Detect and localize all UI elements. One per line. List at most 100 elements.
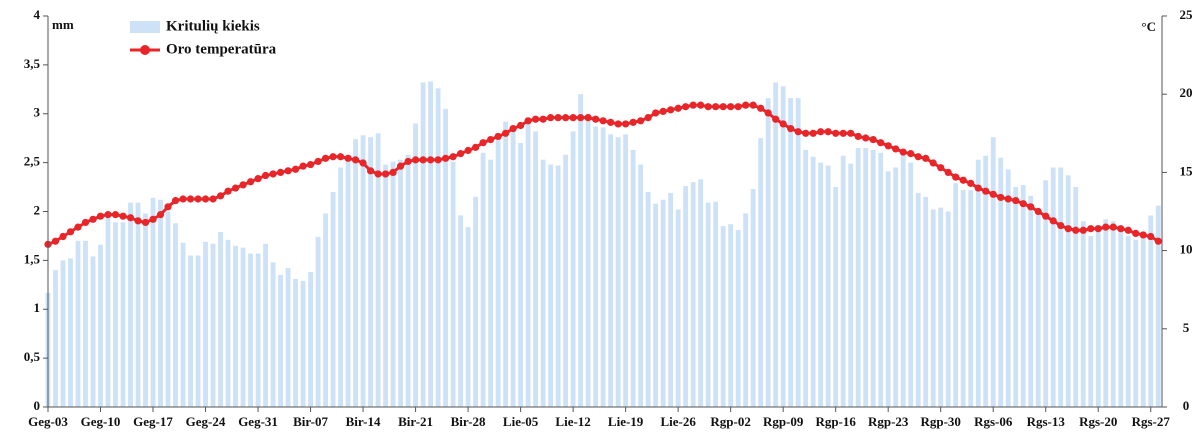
bar [683, 186, 689, 407]
bar [383, 164, 388, 407]
line-marker [629, 118, 637, 126]
line-marker [1057, 221, 1065, 230]
bar [510, 128, 516, 407]
bar [780, 86, 786, 407]
bar [173, 223, 178, 407]
line-marker [682, 103, 690, 111]
line-marker [111, 211, 120, 219]
line-marker [1109, 223, 1117, 231]
bar [1035, 207, 1041, 407]
line-marker [929, 159, 937, 167]
bar [690, 182, 696, 407]
bar [675, 209, 681, 407]
bar [345, 154, 351, 407]
line-marker [321, 154, 330, 162]
line-marker [824, 128, 832, 136]
bar [1013, 187, 1019, 407]
bar [83, 240, 88, 407]
bar [98, 244, 103, 407]
bar [248, 253, 253, 407]
bar [720, 226, 726, 407]
x-tick-label: Rgp-09 [763, 414, 804, 429]
bar [608, 134, 614, 407]
bar [698, 179, 704, 407]
bar [825, 165, 831, 407]
line-marker [291, 165, 300, 173]
line-marker [1124, 226, 1132, 234]
bar [353, 139, 358, 408]
line-marker [336, 153, 345, 161]
line-marker [517, 121, 525, 130]
line-marker [261, 171, 270, 180]
line-marker [922, 154, 930, 162]
x-tick-label: Geg-03 [28, 414, 68, 429]
bar [1073, 187, 1079, 407]
y2-tick-label: 0 [1183, 398, 1190, 413]
line-marker [644, 114, 652, 122]
bar [743, 213, 749, 407]
line-marker [224, 187, 232, 195]
line-marker [989, 190, 997, 198]
line-marker [584, 114, 592, 122]
line-marker [899, 148, 907, 156]
line-marker [314, 157, 322, 166]
line-marker [622, 120, 630, 128]
line-marker [306, 160, 315, 169]
bar [443, 108, 448, 408]
line-marker [862, 134, 870, 142]
line-marker [239, 181, 247, 189]
line-marker [471, 143, 480, 151]
bar [765, 98, 771, 408]
line-marker [907, 150, 915, 158]
bar [1110, 221, 1116, 407]
line-marker [104, 211, 112, 219]
bar [465, 227, 471, 407]
line-marker [554, 114, 562, 122]
line-marker [884, 142, 892, 150]
line-marker [381, 170, 390, 178]
line-marker [449, 153, 457, 161]
bar [795, 98, 801, 408]
bar [60, 260, 66, 407]
bar [203, 241, 208, 407]
bar [975, 159, 981, 407]
bar [1140, 234, 1146, 407]
bar [113, 222, 118, 407]
x-tick-label: Bir-28 [451, 414, 486, 429]
line-marker [577, 114, 585, 122]
line-marker [81, 218, 90, 227]
x-tick-label: Geg-31 [238, 414, 278, 429]
x-tick-label: Rgs-27 [1132, 414, 1171, 429]
line-marker [1154, 237, 1162, 245]
line-marker [697, 101, 705, 109]
bar [518, 143, 524, 407]
line-marker [141, 218, 150, 227]
bar [180, 242, 186, 407]
line-marker [772, 115, 780, 123]
line-marker [1012, 196, 1020, 205]
line-marker [659, 107, 667, 116]
bar [870, 149, 876, 408]
bar [495, 138, 501, 407]
line-marker [479, 139, 487, 147]
line-marker [599, 117, 607, 125]
bar [285, 268, 291, 407]
line-marker [967, 179, 975, 187]
line-marker [892, 145, 900, 153]
x-tick-label: Bir-07 [293, 414, 328, 429]
bar [600, 127, 606, 407]
bar [570, 131, 576, 407]
bar [593, 126, 599, 408]
line-marker [156, 211, 165, 219]
bar [1043, 180, 1049, 407]
line-marker [1132, 229, 1140, 237]
y-tick-label: 2,5 [24, 154, 41, 169]
line-marker [757, 104, 765, 112]
line-marker [374, 170, 382, 178]
bar [1125, 235, 1131, 407]
bar [120, 222, 126, 407]
x-tick-label: Lie-19 [608, 414, 644, 429]
line-marker [1049, 217, 1057, 225]
bar [188, 255, 193, 407]
line-marker [787, 125, 795, 133]
